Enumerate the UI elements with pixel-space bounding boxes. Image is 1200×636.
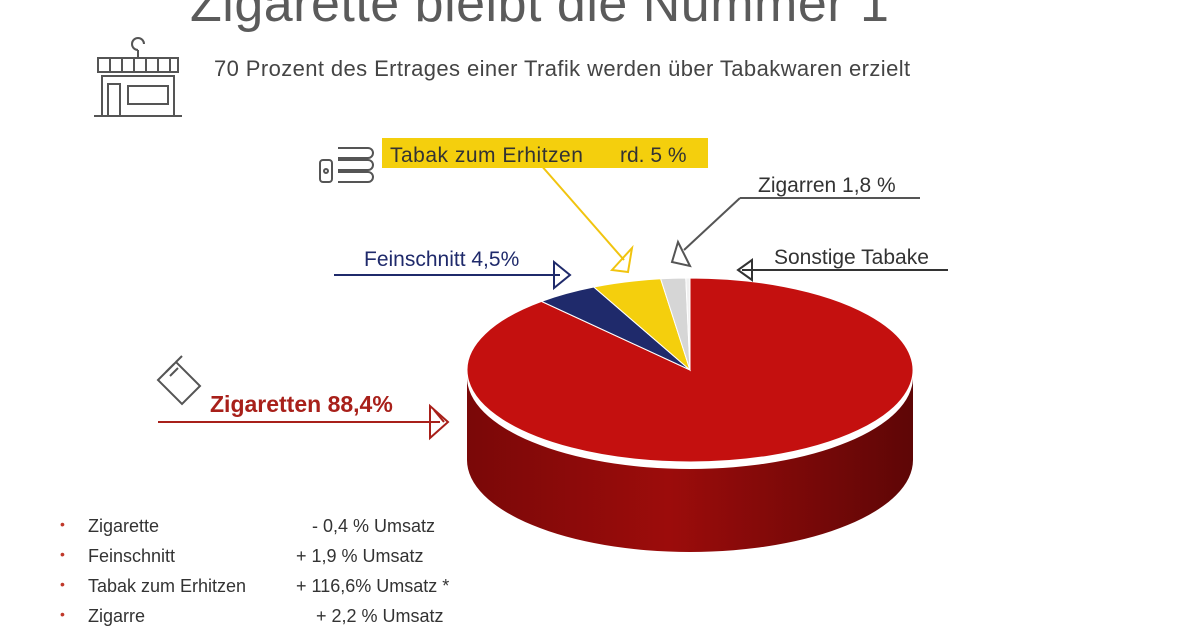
pie-side: [467, 377, 913, 552]
stats-change: - 0,4 % Umsatz: [312, 516, 436, 536]
heated-tobacco-icon: [319, 147, 374, 183]
label-zigarren: Zigarren 1,8 %: [758, 174, 896, 197]
stats-category: Zigarette: [88, 516, 160, 536]
leader-feinschnitt: [334, 259, 572, 291]
bullet-icon: •: [60, 516, 65, 532]
bullet-icon: •: [60, 576, 65, 592]
cigarette-pack-icon: [156, 355, 202, 406]
stats-category: Zigarre: [88, 606, 146, 626]
bullet-icon: •: [60, 606, 65, 622]
leader-zigarren: [670, 197, 920, 268]
label-feinschnitt: Feinschnitt 4,5%: [364, 248, 519, 271]
label-erhitzen: Tabak zum Erhitzen: [390, 144, 583, 167]
leader-erhitzen: [539, 163, 634, 274]
leader-sonstige: [736, 258, 948, 282]
stats-change: + 2,2 % Umsatz: [316, 606, 444, 626]
chart-title: Zigarette bleibt die Nummer 1: [190, 0, 890, 33]
pie-slice-sonstige-tabake: [685, 277, 691, 371]
label-sonstige: Sonstige Tabake: [774, 246, 929, 269]
shop-icon: [94, 37, 182, 117]
bullet-icon: •: [60, 546, 65, 562]
erhitzen-label-bg: [382, 138, 708, 168]
stats-category: Feinschnitt: [88, 546, 176, 566]
leader-zigaretten: [158, 403, 450, 441]
chart-subtitle: 70 Prozent des Ertrages einer Trafik wer…: [214, 56, 911, 81]
pie-slice-zigaretten: [466, 277, 914, 463]
stats-change: + 116,6% Umsatz *: [296, 576, 450, 596]
label-erhitzen-value: rd. 5 %: [620, 144, 687, 167]
stats-change: + 1,9 % Umsatz: [296, 546, 424, 566]
stats-category: Tabak zum Erhitzen: [88, 576, 247, 596]
label-zigaretten: Zigaretten 88,4%: [210, 391, 393, 417]
